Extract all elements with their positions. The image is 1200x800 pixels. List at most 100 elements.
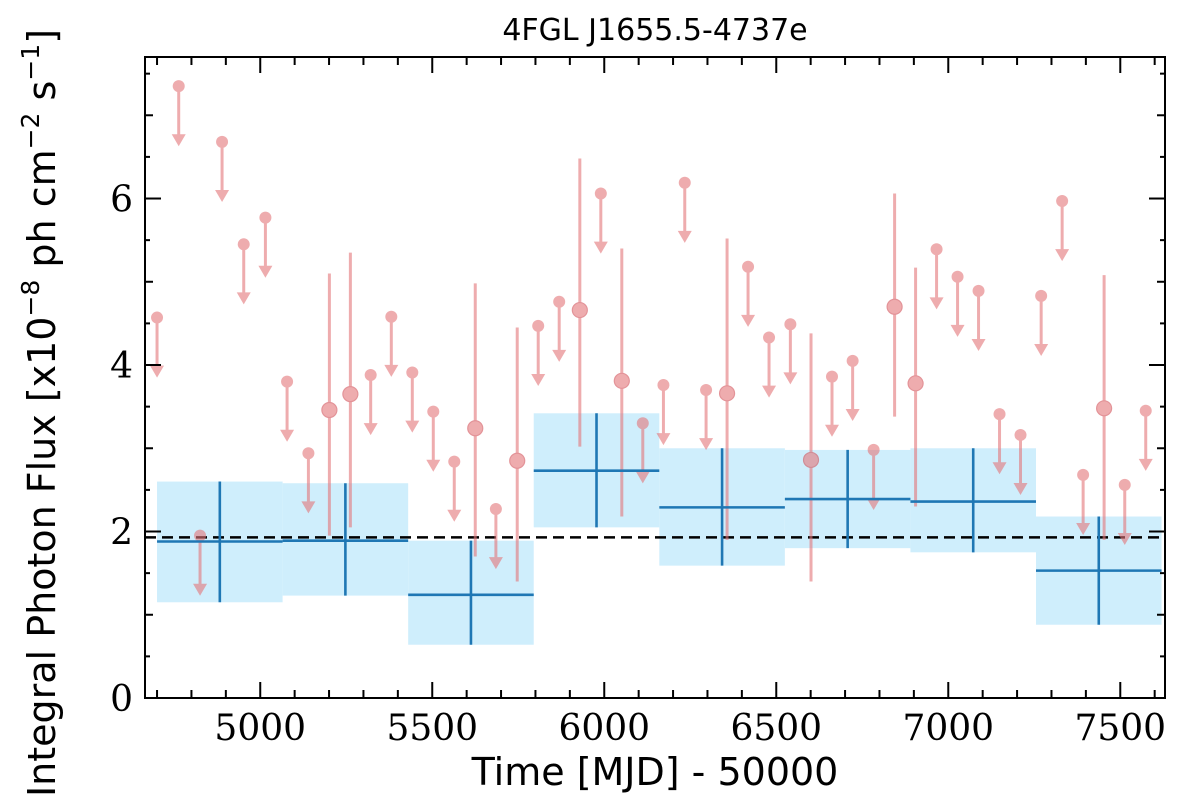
upper-limit-point (1118, 478, 1131, 491)
upper-limit-marker (447, 455, 462, 522)
upper-limit-point (657, 378, 670, 391)
plot-area (145, 80, 1165, 645)
upper-limit-point (1056, 195, 1069, 208)
x-tick-label: 6500 (730, 708, 822, 749)
upper-limit-point (930, 243, 943, 256)
upper-limit-marker (1138, 404, 1153, 471)
upper-limit-point (1035, 289, 1048, 302)
upper-limit-arrowhead (1013, 483, 1028, 496)
upper-limit-arrowhead (1055, 249, 1070, 262)
upper-limit-arrowhead (992, 462, 1007, 475)
upper-limit-marker (699, 383, 714, 451)
upper-limit-marker (1034, 289, 1049, 357)
y-tick-label: 6 (110, 180, 133, 221)
upper-limit-point (364, 369, 377, 382)
upper-limit-arrowhead (845, 408, 860, 421)
x-tick-label: 7000 (902, 708, 994, 749)
upper-limit-point (259, 211, 272, 224)
upper-limit-marker (824, 370, 839, 437)
detection-marker (886, 193, 903, 417)
detection-marker (802, 333, 820, 582)
upper-limit-point (172, 80, 185, 93)
upper-limit-marker (762, 331, 777, 398)
upper-limit-arrowhead (258, 265, 273, 278)
upper-limit-arrowhead (783, 372, 798, 385)
upper-limit-point (385, 310, 398, 323)
upper-limit-point (1077, 468, 1090, 481)
upper-limit-point (194, 529, 207, 542)
upper-limit-marker (866, 443, 881, 511)
upper-limit-point (700, 383, 713, 396)
upper-limit-point (151, 311, 164, 324)
upper-limit-marker (1055, 195, 1070, 262)
upper-limit-point (1139, 404, 1152, 417)
y-axis-tick-labels: 0 2 4 6 (110, 180, 133, 720)
upper-limit-arrowhead (1034, 344, 1049, 357)
upper-limit-marker (301, 447, 316, 514)
upper-limit-marker (1117, 478, 1132, 545)
upper-limit-point (742, 260, 755, 273)
y-tick-label: 4 (110, 346, 133, 387)
upper-limit-marker (1013, 428, 1028, 496)
upper-limit-point (678, 176, 691, 189)
x-tick-label: 7500 (1074, 708, 1166, 749)
upper-limit-marker (929, 243, 944, 310)
upper-limit-marker (950, 270, 965, 337)
upper-limit-arrowhead (593, 241, 608, 254)
x-tick-label: 5000 (214, 708, 306, 749)
upper-limit-marker (783, 318, 798, 385)
upper-limit-marker (280, 375, 295, 442)
upper-limit-marker (992, 408, 1007, 475)
upper-limit-arrowhead (236, 292, 251, 305)
detection-point (1096, 400, 1113, 417)
upper-limit-marker (971, 284, 986, 352)
axis-ticks (145, 57, 1165, 699)
upper-limit-point (281, 375, 294, 388)
x-axis-label: Time [MJD] - 50000 (471, 750, 839, 794)
upper-limit-point (867, 443, 880, 456)
upper-limit-point (972, 284, 985, 297)
detection-point (509, 452, 526, 469)
upper-limit-point (237, 238, 250, 251)
x-tick-label: 5500 (386, 708, 478, 749)
upper-limit-arrowhead (950, 324, 965, 337)
upper-limit-marker (405, 366, 420, 433)
upper-limit-marker (593, 187, 608, 254)
upper-limit-point (489, 503, 502, 516)
upper-limit-marker (193, 529, 208, 596)
upper-limit-marker (171, 80, 186, 147)
detection-point (802, 451, 820, 469)
upper-limit-point (636, 417, 649, 430)
x-tick-label: 6000 (558, 708, 650, 749)
upper-limit-point (594, 187, 607, 200)
upper-limit-marker (656, 378, 671, 446)
upper-limit-arrowhead (447, 509, 462, 522)
upper-limit-arrowhead (531, 373, 546, 386)
upper-limit-arrowhead (929, 297, 944, 310)
upper-limit-arrowhead (426, 459, 441, 472)
upper-limit-point (427, 405, 440, 418)
detection-point (571, 301, 588, 319)
detection-marker (321, 273, 338, 536)
chart-title: 4FGL J1655.5-4737e (502, 13, 807, 48)
y-tick-label: 0 (110, 679, 133, 720)
upper-limit-arrowhead (741, 314, 756, 327)
upper-limit-arrowhead (971, 339, 986, 352)
upper-limit-marker (215, 135, 230, 203)
detection-marker (342, 252, 359, 528)
upper-limit-point (553, 295, 566, 308)
upper-limit-marker (150, 311, 165, 378)
upper-limit-point (763, 331, 776, 344)
upper-limit-arrowhead (866, 498, 881, 511)
upper-limit-point (825, 370, 838, 383)
upper-limit-point (784, 318, 797, 331)
upper-limit-point (216, 135, 229, 148)
upper-limit-arrowhead (552, 349, 567, 362)
upper-limit-marker (552, 295, 567, 362)
detection-marker (467, 283, 484, 557)
x-axis-tick-labels: 5000 5500 6000 6500 7000 7500 (214, 708, 1166, 749)
detection-point (718, 385, 736, 402)
upper-limit-arrowhead (762, 385, 777, 398)
upper-limit-arrowhead (488, 557, 503, 570)
